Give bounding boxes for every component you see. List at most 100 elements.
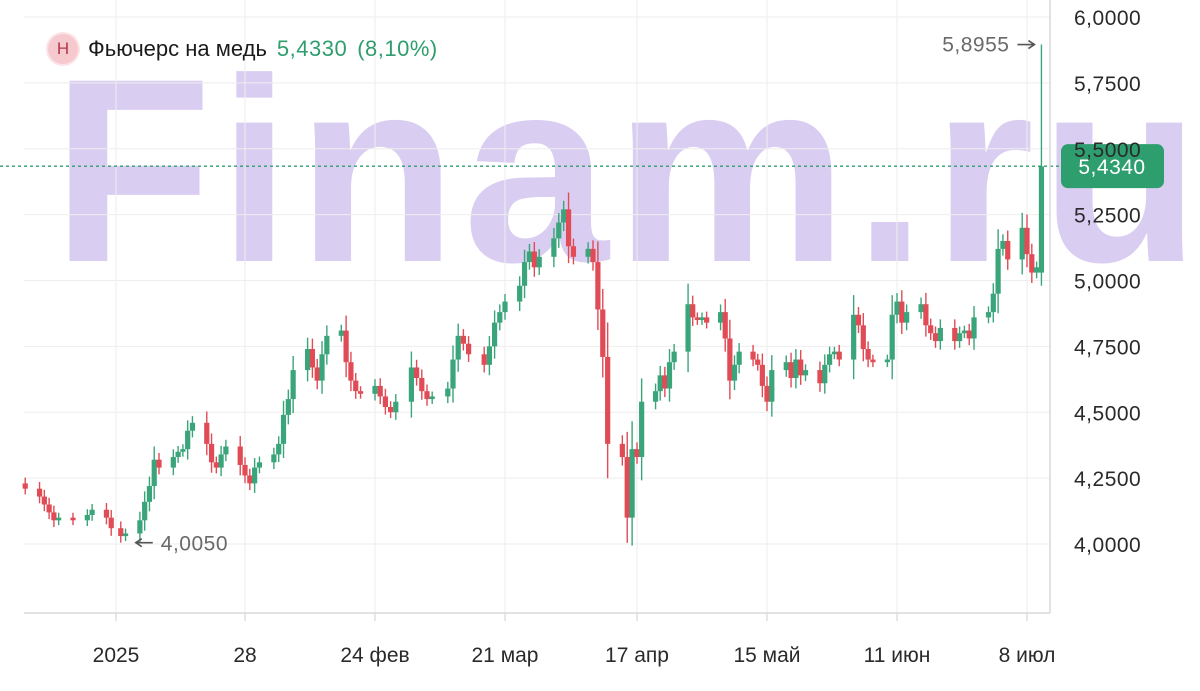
candle-body (377, 385, 383, 397)
candle-body (84, 515, 90, 521)
candle-body (826, 354, 833, 365)
candle (256, 456, 263, 474)
candle (918, 297, 924, 319)
candle-body (180, 449, 186, 452)
candle (280, 400, 287, 458)
candle (526, 243, 533, 270)
instrument-badge: Н (48, 34, 78, 64)
x-tick-label: 28 (233, 644, 256, 667)
candle-body (118, 528, 124, 537)
y-tick-label: 5,5000 (1074, 139, 1141, 162)
candle-body (304, 349, 311, 371)
candle (204, 411, 210, 456)
x-tick-label: 24 фев (340, 644, 409, 667)
candle-body (252, 467, 258, 484)
candle-body (531, 251, 537, 268)
candle-body (590, 248, 596, 263)
candle-body (170, 457, 176, 468)
candle-body (755, 359, 761, 365)
candle (22, 477, 28, 495)
high-arrow-head (1027, 39, 1036, 50)
y-tick-label: 4,5000 (1074, 402, 1141, 425)
candle-body (860, 325, 866, 350)
candle (851, 295, 857, 380)
candle-body (851, 314, 857, 360)
candle-body (1034, 267, 1040, 273)
candle-body (189, 422, 196, 431)
candle (639, 378, 645, 481)
candle (319, 341, 325, 394)
candle (309, 338, 316, 378)
candle-body (605, 356, 611, 444)
candle-body (276, 443, 282, 455)
candle-body (247, 475, 253, 484)
candle (189, 416, 196, 438)
low-arrow-head (134, 538, 143, 548)
candle-body (923, 304, 929, 326)
candle-body (455, 335, 461, 360)
candle (521, 249, 528, 299)
candle-body (290, 370, 296, 400)
candle-body (990, 293, 996, 313)
candle (180, 444, 186, 457)
candle (502, 293, 508, 320)
candle (769, 355, 775, 417)
candle (619, 435, 625, 466)
candle-body (624, 457, 630, 518)
candle (372, 379, 378, 401)
candle (353, 372, 359, 399)
candle (118, 521, 124, 543)
candle-body (798, 359, 804, 376)
candle-body (595, 262, 601, 310)
candle (662, 366, 668, 398)
candle (408, 351, 414, 418)
candle (455, 323, 461, 372)
candle-body (884, 359, 890, 363)
candle (802, 364, 809, 382)
candle-body (414, 367, 420, 378)
x-tick-label: 8 июл (999, 644, 1056, 667)
candle (956, 326, 963, 348)
candle-body (666, 362, 673, 389)
candle-body (324, 335, 330, 355)
candle-body (213, 462, 219, 468)
candle (151, 446, 157, 500)
candle-body (662, 375, 668, 389)
candle (536, 249, 542, 275)
y-tick-label: 4,7500 (1074, 336, 1141, 359)
candle-body (429, 396, 435, 400)
high-label: 5,8955 (942, 34, 1009, 57)
candle (388, 401, 394, 419)
candle (783, 355, 789, 377)
candle-body (1038, 166, 1045, 273)
candle-body (865, 349, 871, 360)
candle-body (185, 430, 191, 450)
candle-body (419, 377, 425, 392)
x-tick-label: 15 май (733, 644, 800, 667)
candle (1000, 234, 1006, 256)
candle-body (517, 285, 523, 302)
candle (393, 394, 399, 420)
candle-body (492, 322, 498, 347)
candle-body (372, 385, 378, 394)
candle-body (918, 304, 924, 313)
candle-body (204, 422, 210, 444)
candle-body (956, 333, 963, 342)
candle (551, 227, 557, 268)
candle-body (600, 309, 606, 357)
candle (1005, 230, 1011, 270)
candle (822, 354, 828, 394)
candle-body (103, 509, 110, 518)
candle-body (764, 385, 770, 402)
candle (699, 312, 705, 325)
candle-body (22, 483, 28, 489)
candle-body (338, 330, 344, 336)
x-tick-label: 2025 (93, 644, 140, 667)
candle-body (46, 504, 52, 513)
candle (736, 343, 742, 374)
candle (89, 503, 95, 521)
candle (237, 436, 243, 476)
candle-body (769, 370, 775, 402)
